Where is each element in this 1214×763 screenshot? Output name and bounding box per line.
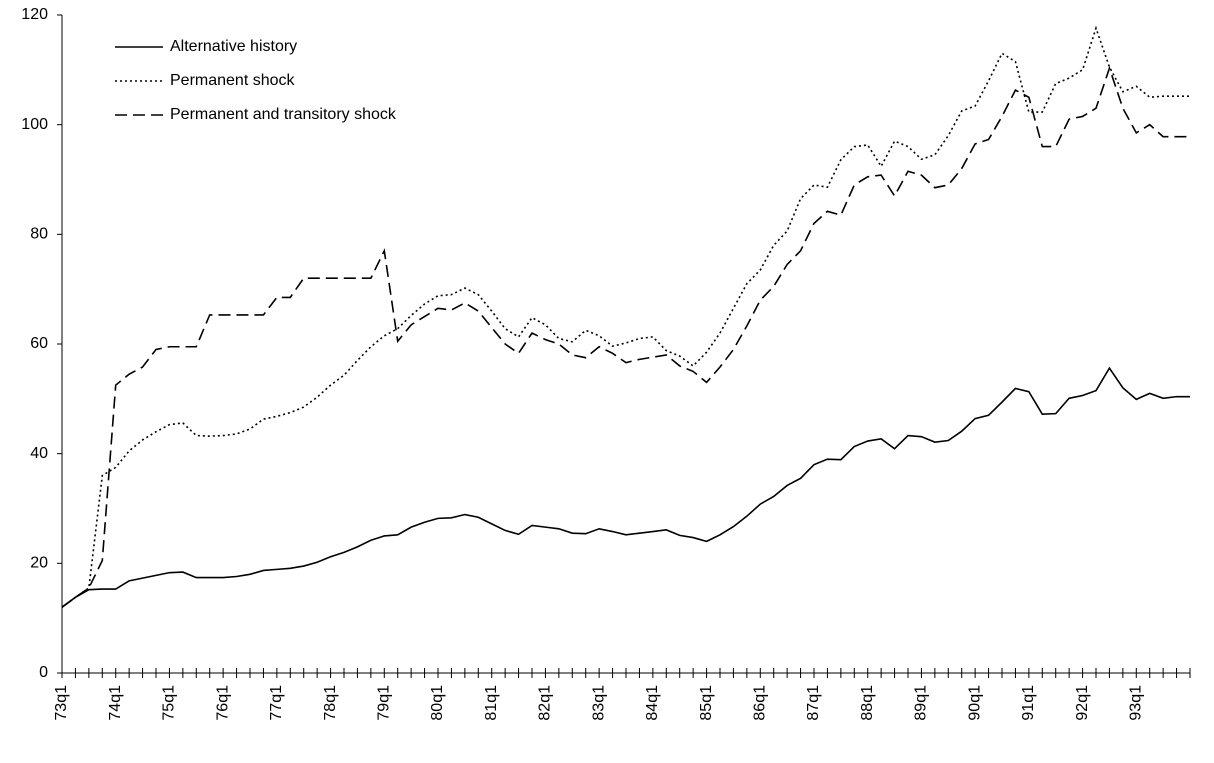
legend-label: Permanent shock: [170, 72, 296, 89]
x-tick-label: 79q1: [376, 685, 393, 721]
x-tick-label: 80q1: [429, 685, 446, 721]
y-tick-label: 60: [30, 335, 48, 352]
x-tick-label: 74q1: [107, 685, 124, 721]
x-tick-label: 77q1: [268, 685, 285, 721]
y-tick-label: 20: [30, 555, 48, 572]
x-tick-label: 91q1: [1020, 685, 1037, 721]
x-tick-label: 81q1: [483, 685, 500, 721]
x-tick-label: 92q1: [1074, 685, 1091, 721]
x-tick-label: 83q1: [590, 685, 607, 721]
x-tick-label: 85q1: [698, 685, 715, 721]
y-tick-label: 40: [30, 445, 48, 462]
x-tick-label: 90q1: [966, 685, 983, 721]
legend-label: Permanent and transitory shock: [170, 106, 397, 123]
x-tick-label: 88q1: [859, 685, 876, 721]
x-tick-label: 76q1: [214, 685, 231, 721]
x-tick-label: 82q1: [537, 685, 554, 721]
y-tick-label: 120: [21, 6, 48, 23]
x-tick-label: 89q1: [913, 685, 930, 721]
x-tick-label: 73q1: [53, 685, 70, 721]
series-line: [61, 65, 1190, 608]
x-tick-label: 86q1: [752, 685, 769, 721]
series-line: [61, 366, 1190, 608]
x-tick-label: 78q1: [322, 685, 339, 721]
x-tick-label: 87q1: [805, 685, 822, 721]
x-tick-label: 84q1: [644, 685, 661, 721]
x-tick-label: 75q1: [161, 685, 178, 721]
x-tick-label: 93q1: [1128, 685, 1145, 721]
y-tick-label: 80: [30, 226, 48, 243]
y-tick-label: 100: [21, 116, 48, 133]
legend-label: Alternative history: [170, 38, 297, 55]
y-tick-label: 0: [39, 664, 48, 681]
